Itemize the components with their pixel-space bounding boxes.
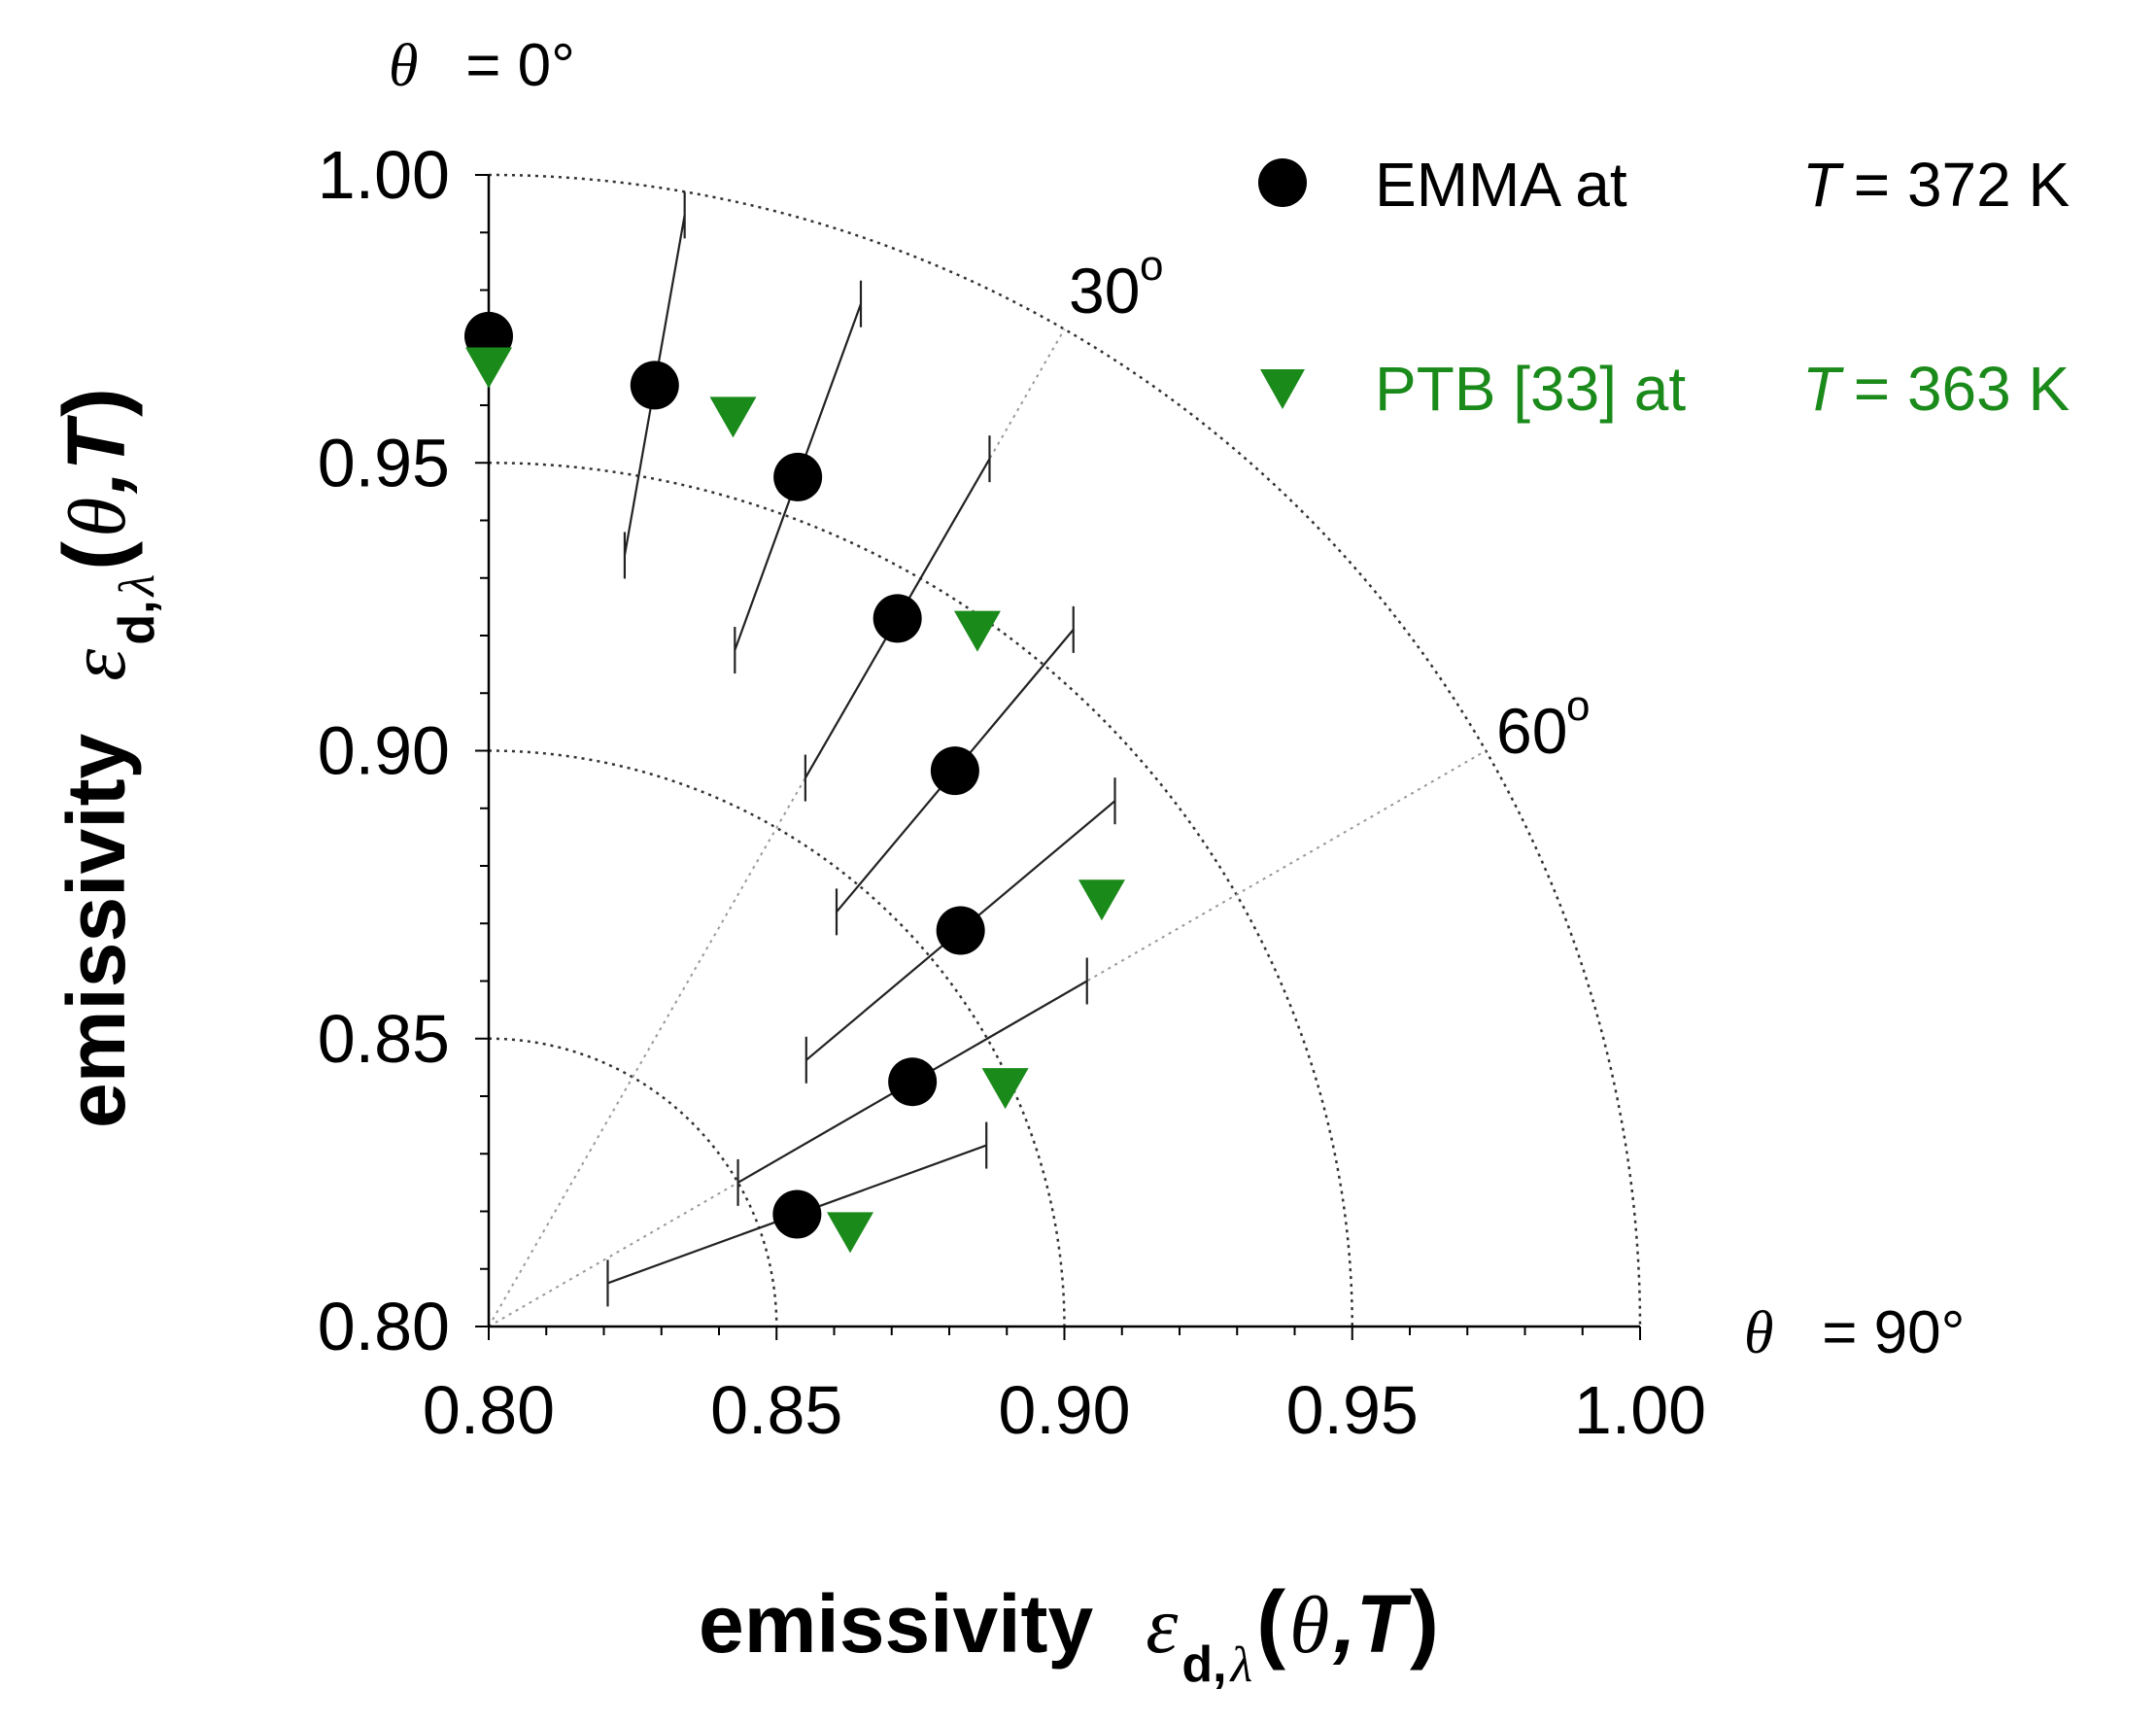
radial-grid-arc [488,173,1642,1327]
x-axis-word: emissivity [699,1578,1094,1670]
legend-emma-label: EMMA at [1375,150,1627,220]
legend-emma-marker [1258,158,1307,207]
x-axis-subsym: λ [1229,1637,1253,1693]
legend-ptb-marker [1260,369,1305,409]
angle-grid-line [488,328,1066,1327]
theta-right-label: θ = 90° [1744,1299,1965,1366]
angle-60-degree: o [1566,682,1590,730]
x-axis-theta: θ [1289,1580,1329,1671]
emma-point [936,906,985,955]
x-axis-paren-open: ( [1256,1574,1285,1671]
angle-30-value: 30 [1069,255,1140,327]
angle-30-degree: o [1140,242,1163,290]
emma-point [888,1057,938,1107]
ptb-point [1078,879,1125,921]
x-tick-label: 0.95 [1286,1372,1419,1448]
y-axis-paren-close: ) [47,388,144,417]
legend: EMMA at T = 372 K PTB [33] at T = 363 K [1258,150,2070,424]
x-axis-sub: d, [1181,1637,1226,1693]
x-axis-paren-close: ) [1410,1574,1439,1671]
legend-ptb-temperature: = 363 K [1836,354,2070,424]
ptb-point [827,1212,874,1254]
y-axis-sub: d, [109,600,165,644]
legend-emma-T: T [1802,150,1844,220]
theta-right-symbol: θ [1744,1300,1773,1366]
ptb-point [465,347,512,389]
x-axis-T: ,T [1332,1578,1412,1670]
y-tick-label: 0.80 [318,1289,450,1364]
axis-layer: 0.80 0.85 0.90 0.95 1.00 0.80 0.85 0.90 0.95 1.00 [318,137,1706,1448]
y-tick-label: 0.90 [318,713,450,789]
x-tick-label: 0.80 [423,1372,555,1448]
radial-grid-arc [488,749,1066,1327]
theta-top-label: θ = 0° [389,32,575,99]
y-axis-title: emissivity ε d, λ ( θ ,T ) [47,388,165,1128]
angle-label-60: 60 o [1496,682,1590,767]
legend-ptb-label: PTB [33] at [1375,354,1686,424]
theta-top-value: = 0° [449,32,575,99]
y-tick-label: 0.85 [318,1001,450,1077]
angle-60-value: 60 [1496,695,1567,767]
radial-grid-arc [488,1037,778,1327]
x-axis-symbol: ε [1146,1580,1179,1671]
ptb-point [709,396,757,438]
theta-top-symbol: θ [389,33,418,99]
radial-grid-arc [488,462,1353,1327]
y-axis-symbol: ε [52,648,143,681]
legend-emma-temperature: = 372 K [1836,150,2070,220]
x-tick-label: 0.85 [710,1372,842,1448]
y-axis-paren-open: ( [47,541,144,570]
angle-label-30: 30 o [1069,242,1163,327]
x-axis-title: emissivity ε d, λ ( θ ,T ) [699,1574,1439,1693]
y-tick-label: 1.00 [318,137,450,213]
x-tick-label: 0.90 [998,1372,1130,1448]
y-axis-subsym: λ [110,574,165,599]
legend-ptb-T: T [1802,354,1844,424]
x-tick-label: 1.00 [1574,1372,1706,1448]
ptb-point [981,1068,1029,1110]
emma-point [773,452,823,501]
y-tick-label: 0.95 [318,425,450,500]
y-axis-T: ,T [51,414,142,494]
data-layer [464,191,1125,1307]
emma-point [930,746,979,796]
emma-point [630,361,679,410]
ptb-point [953,610,1001,652]
emma-point [772,1189,822,1239]
theta-right-value: = 90° [1805,1299,1965,1366]
emma-point [873,594,922,643]
y-axis-word: emissivity [51,733,142,1128]
y-axis-theta: θ [52,498,143,537]
